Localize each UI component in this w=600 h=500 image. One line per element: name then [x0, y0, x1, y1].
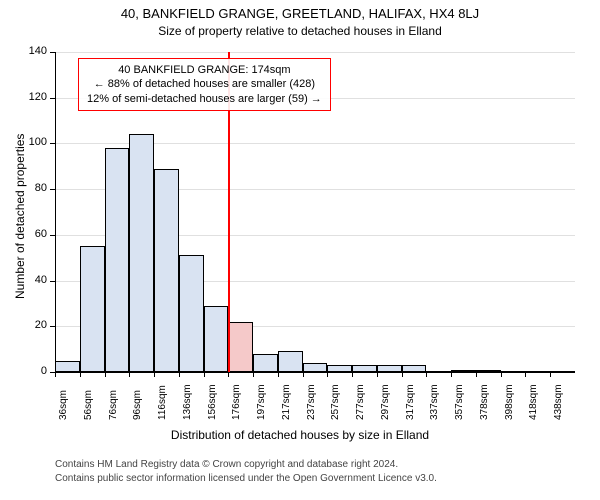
- x-tick-label: 317sqm: [405, 384, 416, 420]
- grid-line: [55, 52, 575, 53]
- histogram-bar: [303, 363, 328, 372]
- histogram-bar: [377, 365, 402, 372]
- x-tick-label: 197sqm: [256, 384, 267, 420]
- x-tick-label: 418sqm: [528, 384, 539, 420]
- x-tick-label: 56sqm: [83, 390, 94, 420]
- x-tick-label: 136sqm: [182, 384, 193, 420]
- histogram-bar: [154, 169, 179, 372]
- x-tick-label: 357sqm: [454, 384, 465, 420]
- x-tick-label: 438sqm: [553, 384, 564, 420]
- y-tick-label: 0: [17, 365, 47, 377]
- histogram-bar: [352, 365, 377, 372]
- x-axis-line: [55, 372, 575, 373]
- x-tick-label: 398sqm: [504, 384, 515, 420]
- y-axis-line: [55, 52, 56, 372]
- x-tick-label: 36sqm: [58, 390, 69, 420]
- x-tick-label: 337sqm: [429, 384, 440, 420]
- footer-line2: Contains public sector information licen…: [55, 472, 437, 486]
- histogram-bar: [129, 134, 154, 372]
- histogram-bar: [253, 354, 278, 372]
- y-tick-label: 20: [17, 319, 47, 331]
- annotation-line3: 12% of semi-detached houses are larger (…: [87, 92, 322, 106]
- annotation-line1: 40 BANKFIELD GRANGE: 174sqm: [87, 63, 322, 77]
- histogram-bar: [179, 255, 204, 372]
- x-tick-label: 217sqm: [281, 384, 292, 420]
- histogram-bar: [402, 365, 427, 372]
- histogram-bar: [278, 351, 303, 372]
- chart-subtitle: Size of property relative to detached ho…: [0, 24, 600, 38]
- x-tick-label: 378sqm: [479, 384, 490, 420]
- x-tick-label: 116sqm: [157, 385, 168, 420]
- footer: Contains HM Land Registry data © Crown c…: [55, 458, 437, 486]
- x-tick-label: 156sqm: [207, 384, 218, 420]
- y-axis-label: Number of detached properties: [13, 139, 27, 299]
- x-tick-label: 257sqm: [330, 384, 341, 420]
- chart-title: 40, BANKFIELD GRANGE, GREETLAND, HALIFAX…: [0, 6, 600, 21]
- x-tick-label: 297sqm: [380, 384, 391, 420]
- y-tick-label: 120: [17, 91, 47, 103]
- x-tick-label: 176sqm: [231, 384, 242, 420]
- x-tick-label: 277sqm: [355, 384, 366, 420]
- x-axis-label: Distribution of detached houses by size …: [0, 428, 600, 442]
- x-tick-label: 237sqm: [306, 384, 317, 420]
- histogram-bar: [327, 365, 352, 372]
- x-tick-label: 76sqm: [108, 390, 119, 420]
- histogram-bar: [80, 246, 105, 372]
- histogram-bar: [228, 322, 253, 372]
- footer-line1: Contains HM Land Registry data © Crown c…: [55, 458, 437, 472]
- histogram-bar: [204, 306, 229, 372]
- x-tick-label: 96sqm: [132, 390, 143, 420]
- annotation-line2: ← 88% of detached houses are smaller (42…: [87, 77, 322, 91]
- y-tick-label: 140: [17, 45, 47, 57]
- histogram-bar: [55, 361, 80, 372]
- annotation-box: 40 BANKFIELD GRANGE: 174sqm ← 88% of det…: [78, 58, 331, 111]
- histogram-bar: [105, 148, 130, 372]
